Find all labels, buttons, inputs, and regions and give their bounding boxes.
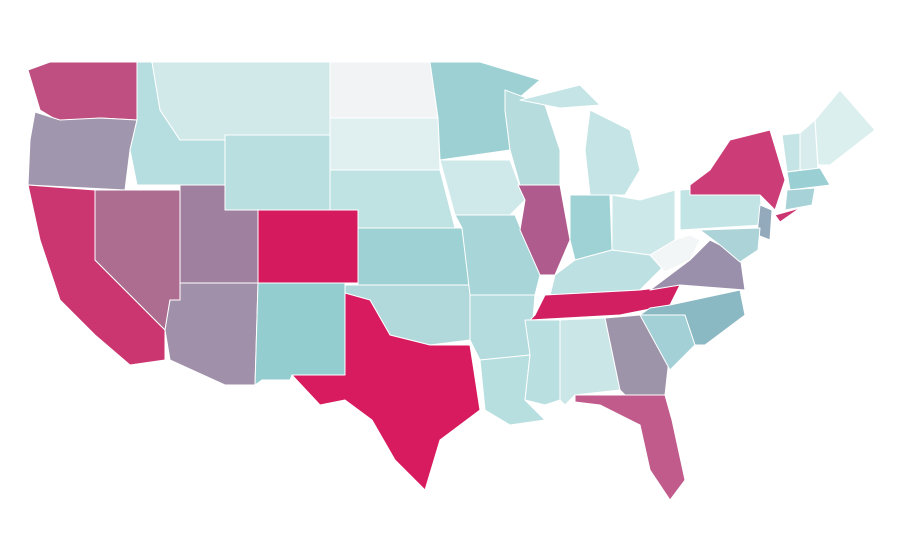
- state-region: [469, 294, 536, 361]
- state-region: [786, 167, 831, 191]
- state-region: [517, 184, 571, 276]
- state-region: [569, 194, 613, 261]
- state-region: [151, 61, 331, 141]
- state-region: [549, 249, 666, 296]
- state-region: [439, 159, 526, 216]
- state-region: [649, 234, 701, 273]
- state-region: [814, 89, 876, 166]
- state-region: [781, 132, 801, 173]
- state-region: [689, 129, 786, 211]
- state-region: [519, 84, 601, 109]
- state-region: [27, 111, 138, 191]
- state-region: [524, 319, 561, 406]
- state-region: [584, 109, 641, 196]
- state-region: [574, 394, 686, 501]
- state-region: [224, 134, 331, 211]
- state-region: [357, 227, 471, 286]
- state-region: [257, 209, 359, 284]
- state-region: [529, 284, 681, 321]
- state-region: [254, 282, 346, 386]
- state-region: [27, 61, 138, 123]
- state-region: [639, 289, 746, 346]
- state-region: [329, 117, 441, 171]
- state-region: [699, 227, 761, 263]
- state-region: [774, 207, 801, 223]
- state-region: [329, 61, 439, 119]
- state-region: [784, 187, 816, 211]
- state-region: [756, 204, 773, 241]
- state-region: [291, 292, 481, 491]
